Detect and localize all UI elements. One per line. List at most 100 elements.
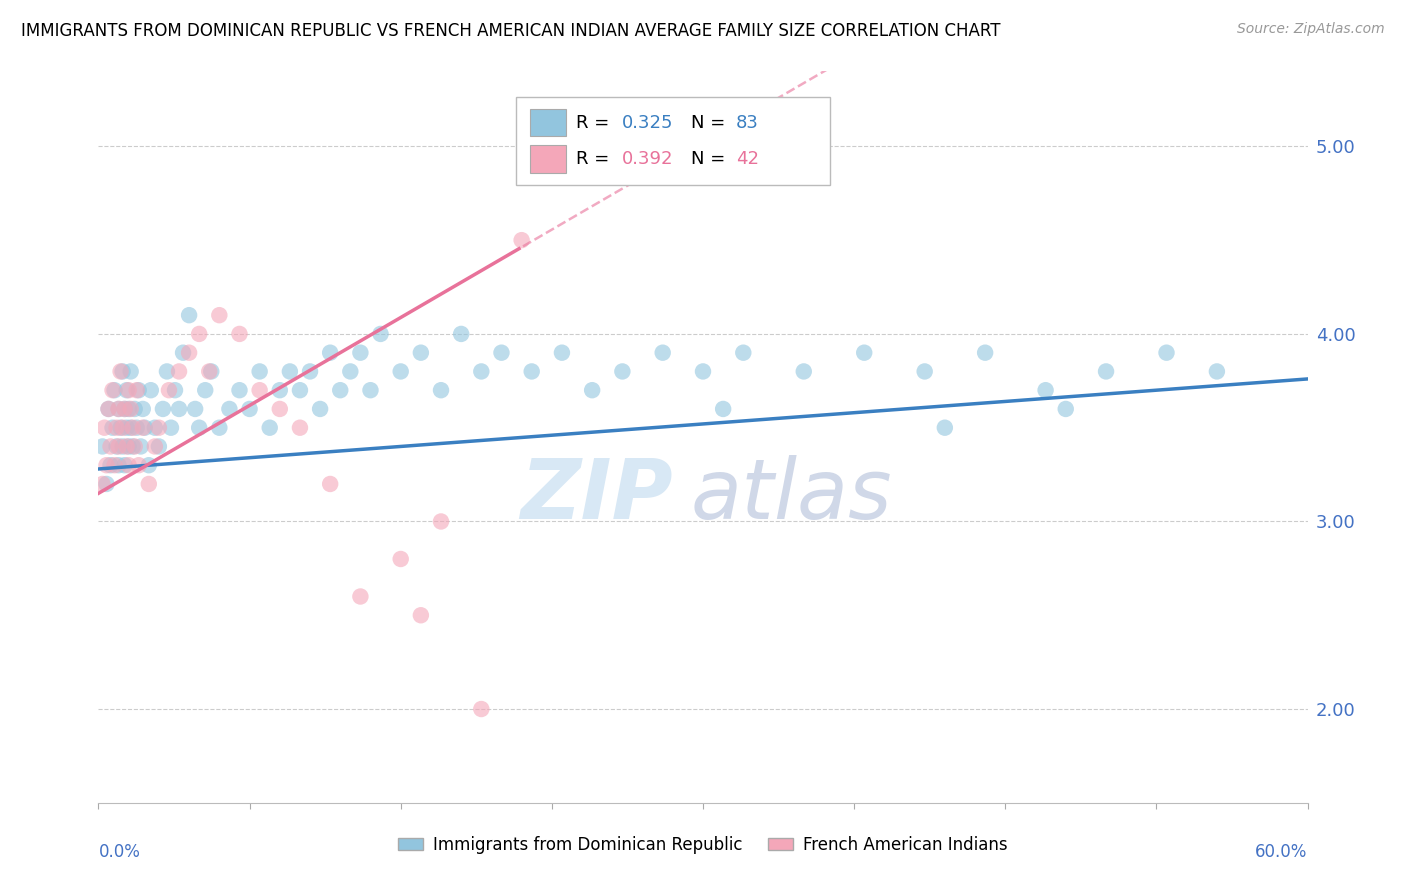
Point — [218, 401, 240, 416]
Text: IMMIGRANTS FROM DOMINICAN REPUBLIC VS FRENCH AMERICAN INDIAN AVERAGE FAMILY SIZE: IMMIGRANTS FROM DOMINICAN REPUBLIC VS FR… — [21, 22, 1001, 40]
FancyBboxPatch shape — [516, 97, 830, 185]
Point — [97, 401, 120, 416]
Point — [914, 364, 936, 378]
FancyBboxPatch shape — [530, 109, 567, 136]
Text: 60.0%: 60.0% — [1256, 843, 1308, 861]
Point — [143, 440, 166, 454]
Point — [179, 345, 201, 359]
Point — [138, 458, 160, 473]
Text: N =: N = — [690, 150, 731, 168]
Point — [269, 401, 291, 416]
Point — [188, 420, 211, 434]
Point — [360, 383, 382, 397]
Point — [370, 326, 392, 341]
Point — [160, 420, 183, 434]
Point — [259, 420, 281, 434]
FancyBboxPatch shape — [530, 145, 567, 173]
Point — [101, 383, 124, 397]
Point — [228, 383, 250, 397]
Point — [339, 364, 361, 378]
Point — [349, 590, 371, 604]
Point — [107, 458, 129, 473]
Point — [97, 401, 120, 416]
Point — [249, 364, 271, 378]
Point — [111, 364, 134, 378]
Point — [711, 401, 734, 416]
Point — [125, 420, 148, 434]
Point — [1054, 401, 1077, 416]
Point — [470, 702, 492, 716]
Point — [194, 383, 217, 397]
Point — [188, 326, 211, 341]
Text: 83: 83 — [735, 113, 758, 131]
Point — [110, 364, 132, 378]
Point — [128, 383, 150, 397]
Point — [793, 364, 815, 378]
Text: 0.325: 0.325 — [621, 113, 673, 131]
Point — [470, 364, 492, 378]
Text: 0.392: 0.392 — [621, 150, 673, 168]
Point — [121, 440, 143, 454]
Point — [1206, 364, 1229, 378]
Point — [288, 420, 311, 434]
Point — [96, 458, 118, 473]
Point — [101, 420, 124, 434]
Point — [93, 420, 115, 434]
Point — [139, 383, 162, 397]
Point — [349, 345, 371, 359]
Point — [148, 440, 170, 454]
Point — [974, 345, 997, 359]
Point — [319, 477, 342, 491]
Point — [329, 383, 352, 397]
Point — [124, 401, 146, 416]
Point — [115, 440, 138, 454]
Point — [118, 401, 141, 416]
Point — [91, 477, 114, 491]
Point — [934, 420, 956, 434]
Point — [389, 552, 412, 566]
Point — [115, 420, 138, 434]
Text: R =: R = — [576, 113, 614, 131]
Point — [288, 383, 311, 397]
Point — [100, 440, 122, 454]
Point — [124, 440, 146, 454]
Point — [118, 458, 141, 473]
Point — [114, 458, 136, 473]
Point — [148, 420, 170, 434]
Point — [278, 364, 301, 378]
Point — [120, 364, 142, 378]
Point — [114, 401, 136, 416]
Point — [100, 458, 122, 473]
Point — [430, 383, 453, 397]
Point — [121, 420, 143, 434]
Point — [105, 440, 128, 454]
Point — [110, 420, 132, 434]
Point — [152, 401, 174, 416]
Point — [200, 364, 222, 378]
Point — [389, 364, 412, 378]
Point — [179, 308, 201, 322]
Text: R =: R = — [576, 150, 614, 168]
Point — [319, 345, 342, 359]
Point — [208, 420, 231, 434]
Point — [249, 383, 271, 397]
Point — [111, 420, 134, 434]
Point — [409, 345, 432, 359]
Point — [239, 401, 262, 416]
Point — [733, 345, 755, 359]
Text: 0.0%: 0.0% — [98, 843, 141, 861]
Text: Source: ZipAtlas.com: Source: ZipAtlas.com — [1237, 22, 1385, 37]
Point — [107, 401, 129, 416]
Point — [409, 608, 432, 623]
Point — [1156, 345, 1178, 359]
Point — [510, 233, 533, 247]
Point — [120, 420, 142, 434]
Point — [157, 383, 180, 397]
Point — [450, 326, 472, 341]
Point — [105, 420, 128, 434]
Point — [167, 364, 190, 378]
Point — [134, 420, 156, 434]
Point — [118, 383, 141, 397]
Point — [208, 308, 231, 322]
Text: ZIP: ZIP — [520, 455, 672, 536]
